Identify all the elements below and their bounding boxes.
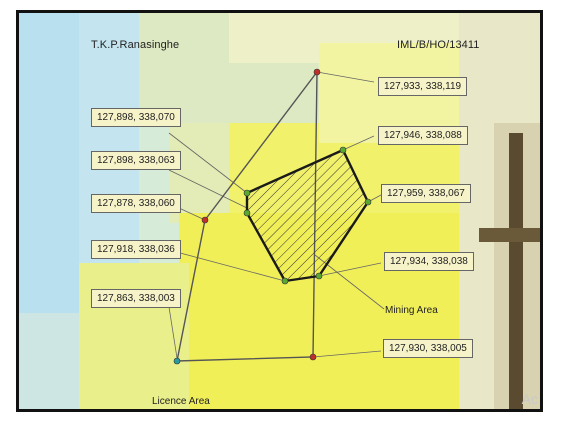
boundary-plan xyxy=(168,68,385,365)
label-127930-338005: 127,930, 338,005 xyxy=(383,339,473,358)
label-127863-338003: 127,863, 338,003 xyxy=(91,289,181,308)
label-127898-338063: 127,898, 338,063 xyxy=(91,151,181,170)
mining-area-label: Mining Area xyxy=(385,305,438,316)
label-127918-338036: 127,918, 338,036 xyxy=(91,240,181,259)
watermark-text: Ac xyxy=(521,391,538,407)
owner-name: T.K.P.Ranasinghe xyxy=(91,39,180,51)
label-127898-338070: 127,898, 338,070 xyxy=(91,108,181,127)
marker-127934-338038 xyxy=(315,272,323,280)
licence-area-label: Licence Area xyxy=(152,396,210,407)
label-127878-338060: 127,878, 338,060 xyxy=(91,194,181,213)
licence-reference: IML/B/HO/13411 xyxy=(397,39,480,51)
marker-127930-338005 xyxy=(309,353,317,361)
marker-127959-338067 xyxy=(364,198,372,206)
marker-127946-338088 xyxy=(339,146,347,154)
map-frame: T.K.P.Ranasinghe IML/B/HO/13411 127,933,… xyxy=(16,10,543,412)
marker-127863-338003 xyxy=(173,357,181,365)
marker-127898-338063 xyxy=(243,209,251,217)
marker-127918-338036 xyxy=(281,277,289,285)
marker-127898-338070 xyxy=(243,189,251,197)
label-127933-338119: 127,933, 338,119 xyxy=(378,77,468,96)
label-127959-338067: 127,959, 338,067 xyxy=(381,184,471,203)
point-markers xyxy=(173,68,372,365)
label-127946-338088: 127,946, 338,088 xyxy=(378,126,468,145)
mining-area-polygon xyxy=(245,148,370,283)
marker-127878-338060 xyxy=(201,216,209,224)
label-127934-338038: 127,934, 338,038 xyxy=(384,252,474,271)
marker-127933-338119 xyxy=(313,68,321,76)
